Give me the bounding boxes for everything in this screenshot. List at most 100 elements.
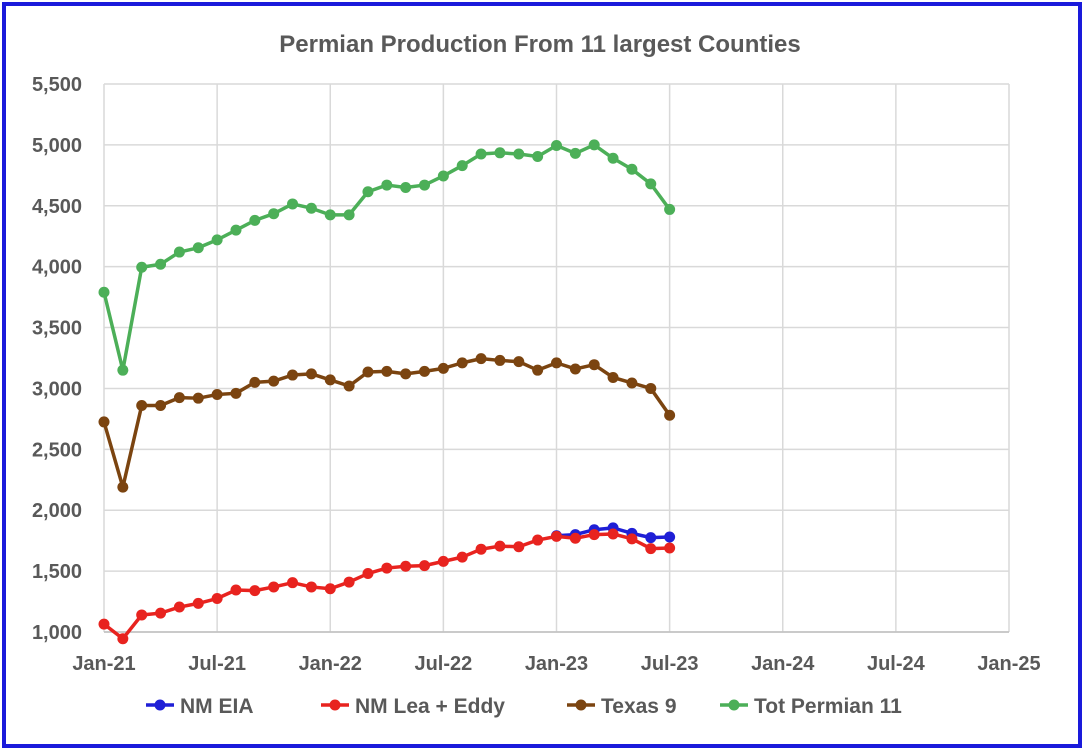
legend-swatch-marker [154, 699, 166, 711]
x-tick-label: Jan-23 [525, 653, 588, 675]
legend-swatch-marker [329, 699, 341, 711]
data-point-tot-permian-11 [551, 139, 562, 151]
data-point-tot-permian-11 [98, 286, 110, 298]
data-point-texas-9 [192, 392, 204, 404]
data-point-nm-eia [664, 531, 676, 543]
data-point-texas-9 [532, 364, 544, 376]
data-point-texas-9 [173, 392, 185, 404]
data-point-nm-lea-eddy [343, 576, 355, 588]
data-point-nm-lea-eddy [494, 540, 506, 552]
data-point-nm-lea-eddy [230, 584, 242, 596]
legend-item-nm-eia: NM EIA [146, 695, 254, 718]
data-point-texas-9 [268, 375, 280, 387]
data-point-texas-9 [664, 409, 676, 421]
data-point-nm-lea-eddy [475, 543, 487, 555]
data-point-nm-lea-eddy [381, 562, 393, 574]
y-axis: 1,000 1,500 2,000 2,500 3,000 3,500 4,000 4,500… [32, 74, 82, 644]
data-point-nm-lea-eddy [588, 529, 600, 541]
x-tick-label: Jul-24 [867, 653, 926, 675]
data-point-tot-permian-11 [173, 246, 185, 258]
legend-swatch-marker [728, 699, 740, 711]
data-point-tot-permian-11 [645, 178, 657, 190]
legend-label: Texas 9 [601, 695, 677, 718]
data-point-texas-9 [588, 359, 600, 371]
data-point-texas-9 [343, 380, 355, 392]
x-tick-label: Jan-21 [72, 653, 135, 675]
series-line-nm-lea-eddy [102, 532, 670, 641]
data-point-nm-lea-eddy [626, 533, 638, 545]
series-line-tot-permian-11 [102, 143, 672, 372]
data-point-nm-lea-eddy [532, 534, 544, 546]
data-point-nm-lea-eddy [211, 593, 223, 605]
x-tick-label: Jul-21 [188, 653, 246, 675]
data-point-tot-permian-11 [249, 214, 261, 226]
data-point-texas-9 [117, 481, 129, 493]
data-point-nm-lea-eddy [362, 568, 374, 580]
series-tot-permian-11 [98, 139, 676, 376]
legend-item-texas-9: Texas 9 [567, 695, 677, 718]
series-line-texas-9 [102, 356, 672, 489]
data-point-tot-permian-11 [588, 139, 600, 151]
data-point-nm-lea-eddy [513, 541, 525, 553]
data-point-texas-9 [569, 363, 581, 375]
data-point-texas-9 [494, 354, 506, 366]
x-tick-label: Jan-22 [299, 653, 362, 675]
data-point-nm-lea-eddy [249, 585, 261, 597]
data-point-texas-9 [400, 368, 412, 380]
data-point-nm-lea-eddy [117, 633, 129, 645]
data-point-tot-permian-11 [155, 258, 167, 270]
data-point-texas-9 [645, 382, 657, 394]
data-point-nm-lea-eddy [173, 601, 185, 613]
data-point-nm-lea-eddy [98, 618, 110, 630]
legend: NM EIA NM Lea + Eddy Texas 9 Tot Permian 11 [146, 695, 902, 718]
y-tick-label: 5,500 [32, 74, 82, 96]
y-tick-label: 4,500 [32, 196, 82, 218]
data-point-tot-permian-11 [381, 179, 393, 191]
data-point-texas-9 [305, 368, 317, 380]
x-tick-label: Jul-22 [414, 653, 472, 675]
data-point-tot-permian-11 [192, 242, 204, 254]
y-tick-label: 2,000 [32, 500, 82, 522]
data-point-texas-9 [98, 416, 110, 428]
data-point-tot-permian-11 [136, 261, 148, 273]
data-point-tot-permian-11 [513, 148, 525, 160]
data-point-texas-9 [513, 356, 525, 368]
data-point-nm-lea-eddy [569, 532, 581, 544]
data-point-tot-permian-11 [400, 182, 412, 194]
y-tick-label: 3,000 [32, 378, 82, 400]
data-point-texas-9 [324, 374, 336, 386]
data-point-nm-lea-eddy [645, 543, 657, 555]
data-point-tot-permian-11 [211, 234, 223, 246]
data-point-nm-eia [645, 532, 657, 544]
data-point-texas-9 [155, 399, 167, 411]
data-point-texas-9 [230, 387, 242, 399]
data-point-texas-9 [456, 357, 468, 369]
legend-label: NM EIA [180, 695, 254, 718]
data-point-texas-9 [437, 362, 449, 374]
data-point-texas-9 [381, 365, 393, 377]
legend-swatch-marker [575, 699, 587, 711]
data-point-tot-permian-11 [419, 179, 431, 191]
data-point-texas-9 [419, 365, 431, 377]
data-point-nm-lea-eddy [419, 560, 431, 572]
legend-item-tot-permian-11: Tot Permian 11 [720, 695, 902, 718]
series-nm-lea-eddy [98, 528, 676, 645]
data-point-texas-9 [136, 399, 148, 411]
data-point-nm-lea-eddy [664, 542, 676, 554]
data-point-nm-lea-eddy [155, 607, 167, 619]
data-point-tot-permian-11 [494, 147, 506, 159]
data-point-texas-9 [551, 357, 562, 369]
data-point-tot-permian-11 [626, 163, 638, 175]
chart-title: Permian Production From 11 largest Count… [279, 31, 800, 58]
data-point-nm-lea-eddy [324, 583, 336, 595]
legend-item-nm-lea-eddy: NM Lea + Eddy [321, 695, 505, 718]
data-point-tot-permian-11 [268, 208, 280, 220]
y-tick-label: 1,000 [32, 622, 82, 644]
data-point-texas-9 [607, 371, 619, 383]
y-tick-label: 1,500 [32, 561, 82, 583]
data-point-tot-permian-11 [230, 224, 242, 236]
data-point-tot-permian-11 [532, 150, 544, 162]
data-point-nm-lea-eddy [437, 555, 449, 567]
